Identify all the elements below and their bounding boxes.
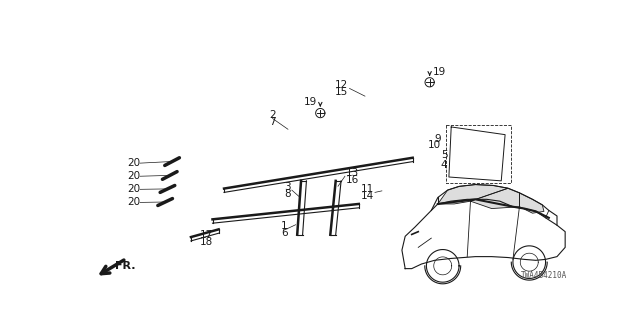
Text: 11: 11 [361,184,374,194]
Text: 20: 20 [127,158,141,168]
Text: TWA4B4210A: TWA4B4210A [520,271,566,280]
Text: 20: 20 [127,171,141,181]
Text: 4: 4 [441,160,447,171]
Polygon shape [470,188,520,209]
Text: 9: 9 [435,133,441,143]
Polygon shape [438,185,508,204]
Text: 1: 1 [281,221,287,231]
Text: 3: 3 [284,182,291,192]
Text: 14: 14 [361,191,374,201]
Text: 20: 20 [127,184,141,194]
Text: 12: 12 [335,80,349,90]
Text: 15: 15 [335,86,349,97]
Text: 2: 2 [269,110,276,120]
Text: 13: 13 [346,168,359,178]
Text: 19: 19 [303,97,317,107]
Text: 8: 8 [284,189,291,199]
Text: 6: 6 [281,228,287,238]
Text: 18: 18 [200,237,213,247]
Text: 5: 5 [441,150,447,160]
Text: 10: 10 [428,140,441,150]
Polygon shape [520,193,544,213]
Text: 19: 19 [433,67,446,76]
Text: 7: 7 [269,117,276,127]
Text: 20: 20 [127,197,141,207]
Text: 17: 17 [200,230,213,240]
Text: 16: 16 [346,175,359,185]
Text: FR.: FR. [115,261,136,271]
